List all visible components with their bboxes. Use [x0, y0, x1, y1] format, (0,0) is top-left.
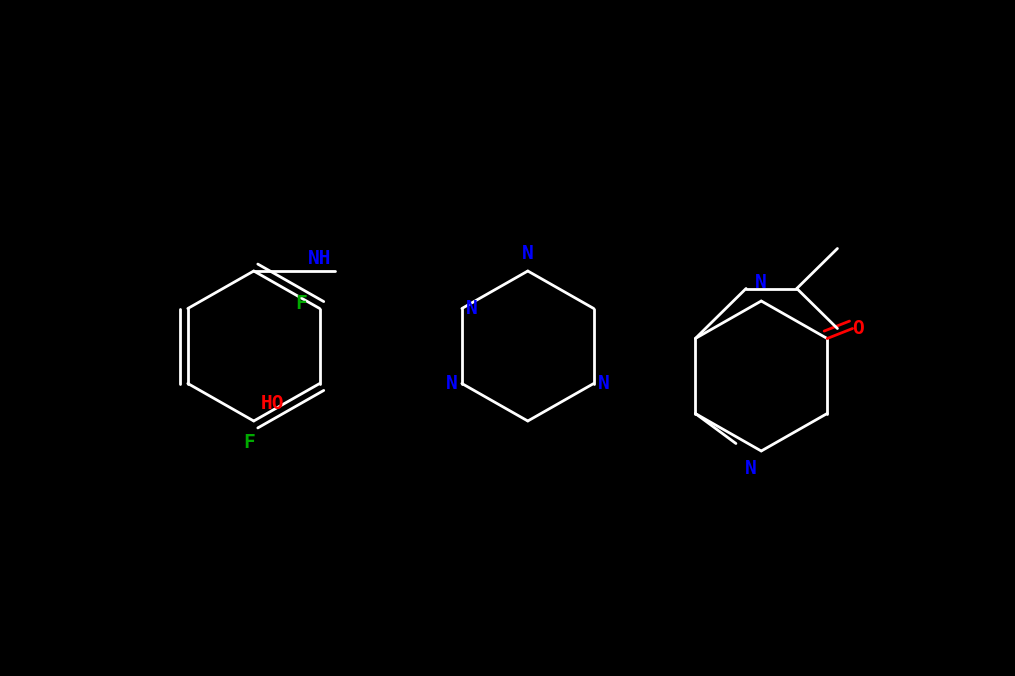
Text: F: F	[295, 294, 308, 313]
Text: N: N	[755, 274, 767, 293]
Text: NH: NH	[308, 249, 332, 268]
Text: HO: HO	[261, 394, 284, 413]
Text: N: N	[466, 299, 478, 318]
Text: F: F	[243, 433, 255, 452]
Text: N: N	[446, 374, 458, 393]
Text: N: N	[598, 374, 610, 393]
Text: O: O	[852, 319, 864, 338]
Text: N: N	[522, 243, 534, 262]
Text: N: N	[745, 460, 757, 479]
